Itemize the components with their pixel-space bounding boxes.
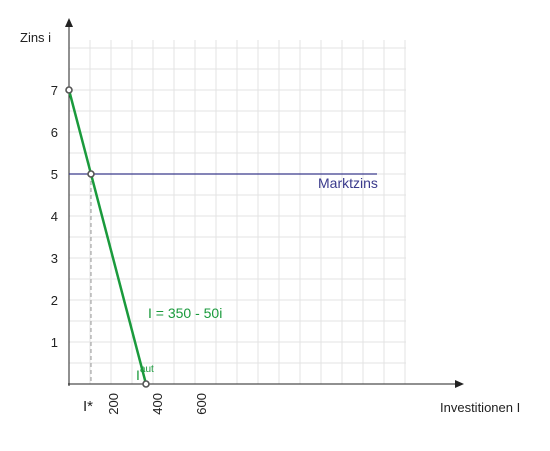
market-rate-label: Marktzins	[318, 175, 378, 191]
y-ticks: 1 2 3 4 5 6 7	[51, 83, 58, 350]
y-tick-label: 2	[51, 293, 58, 308]
axes	[65, 18, 464, 388]
y-axis-arrow	[65, 18, 73, 27]
markers	[65, 86, 150, 388]
x-axis-label: Investitionen I	[440, 400, 520, 415]
x-tick-label: 600	[194, 393, 209, 415]
y-axis-label: Zins i	[20, 30, 51, 45]
investment-function-label: I = 350 - 50i	[148, 305, 222, 321]
y-tick-label: 3	[51, 251, 58, 266]
data-point-marker	[65, 86, 73, 94]
x-tick-label: 200	[106, 393, 121, 415]
series: I = 350 - 50i Marktzins	[67, 89, 378, 385]
autonomous-investment-label: Iaut	[136, 364, 154, 383]
grid	[69, 40, 406, 384]
y-tick-label: 6	[51, 125, 58, 140]
y-tick-label: 1	[51, 335, 58, 350]
x-ticks: 200 400 600	[106, 393, 209, 415]
equilibrium-label: I*	[83, 398, 93, 415]
data-point-marker	[87, 170, 95, 178]
y-tick-label: 5	[51, 167, 58, 182]
x-axis-arrow	[455, 380, 464, 388]
x-tick-label: 400	[150, 393, 165, 415]
y-tick-label: 7	[51, 83, 58, 98]
investment-function-line	[67, 89, 148, 385]
autonomous-label-base: I	[136, 367, 140, 383]
data-point-marker	[142, 380, 150, 388]
y-tick-label: 4	[51, 209, 58, 224]
autonomous-label-sup: aut	[140, 364, 154, 375]
